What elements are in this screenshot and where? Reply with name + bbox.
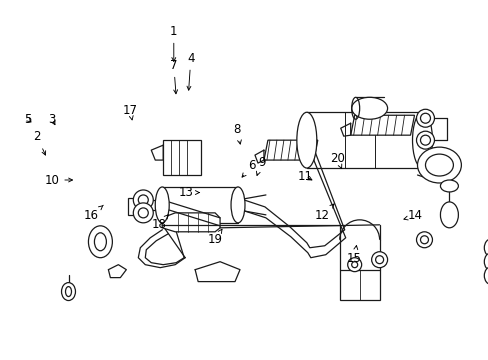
Ellipse shape	[296, 112, 316, 168]
Text: 15: 15	[346, 246, 361, 265]
Polygon shape	[264, 140, 317, 160]
Text: 4: 4	[186, 51, 194, 90]
Ellipse shape	[483, 239, 488, 257]
Polygon shape	[350, 115, 414, 135]
Text: 1: 1	[170, 25, 177, 62]
Ellipse shape	[133, 203, 153, 223]
Text: 10: 10	[44, 174, 72, 186]
Ellipse shape	[88, 226, 112, 258]
Ellipse shape	[483, 267, 488, 285]
Ellipse shape	[440, 180, 457, 192]
Ellipse shape	[416, 232, 431, 248]
Bar	[339, 270, 379, 300]
Text: 6: 6	[242, 159, 255, 177]
Text: 16: 16	[83, 205, 103, 222]
Text: 9: 9	[256, 156, 265, 175]
Bar	[128, 198, 143, 215]
Ellipse shape	[416, 131, 433, 149]
Text: 18: 18	[151, 215, 168, 231]
Ellipse shape	[412, 112, 431, 168]
Ellipse shape	[351, 97, 387, 119]
Text: 11: 11	[297, 170, 312, 183]
Bar	[163, 140, 201, 175]
Text: 2: 2	[34, 130, 45, 155]
Text: 20: 20	[329, 152, 344, 168]
Ellipse shape	[133, 190, 153, 210]
Text: 19: 19	[207, 229, 223, 246]
Ellipse shape	[483, 253, 488, 271]
Text: 5: 5	[24, 113, 31, 126]
Text: 17: 17	[122, 104, 137, 120]
Ellipse shape	[440, 202, 457, 228]
Text: 8: 8	[233, 123, 241, 144]
Ellipse shape	[416, 109, 433, 127]
Ellipse shape	[155, 187, 169, 223]
Ellipse shape	[230, 187, 244, 223]
Ellipse shape	[61, 283, 75, 301]
Text: 14: 14	[403, 210, 422, 222]
Ellipse shape	[417, 147, 461, 183]
Text: 7: 7	[170, 59, 177, 94]
Text: 3: 3	[48, 113, 56, 126]
Polygon shape	[162, 213, 220, 232]
Ellipse shape	[371, 252, 387, 268]
Ellipse shape	[347, 258, 361, 272]
Text: 12: 12	[314, 204, 333, 222]
Text: 13: 13	[178, 186, 199, 199]
